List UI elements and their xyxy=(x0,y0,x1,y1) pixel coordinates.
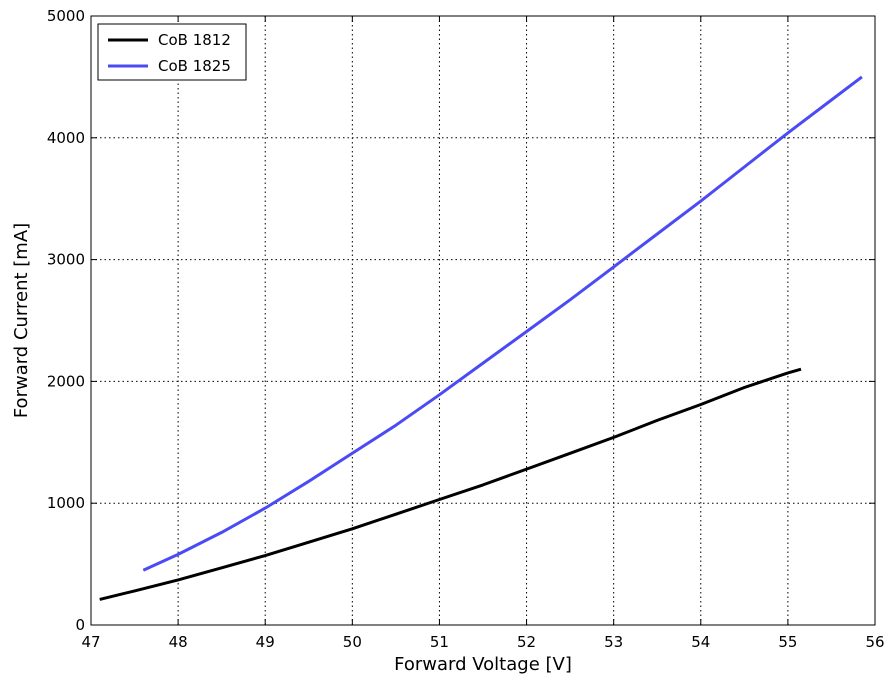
x-tick-label: 47 xyxy=(81,633,100,651)
legend-label-cob-1825: CoB 1825 xyxy=(158,57,231,75)
y-tick-label: 5000 xyxy=(47,7,85,25)
y-tick-label: 3000 xyxy=(47,251,85,269)
x-tick-label: 55 xyxy=(778,633,797,651)
legend-label-cob-1812: CoB 1812 xyxy=(158,31,231,49)
y-tick-labels: 0 1000 2000 3000 4000 5000 xyxy=(47,7,85,634)
x-axis-title: Forward Voltage [V] xyxy=(394,654,572,675)
x-tick-label: 50 xyxy=(343,633,362,651)
grid xyxy=(91,16,875,625)
y-tick-label: 1000 xyxy=(47,494,85,512)
y-axis-title: Forward Current [mA] xyxy=(11,223,32,418)
x-tick-label: 56 xyxy=(865,633,884,651)
axis-ticks xyxy=(90,15,876,626)
x-tick-label: 54 xyxy=(691,633,710,651)
legend-box xyxy=(97,23,247,81)
legend: CoB 1812 CoB 1825 xyxy=(97,23,247,81)
series-line-cob-1825 xyxy=(142,75,863,572)
x-tick-labels: 47 48 49 50 51 52 53 54 55 56 xyxy=(81,633,884,651)
x-tick-label: 51 xyxy=(430,633,449,651)
series-line-cob-1812 xyxy=(99,367,802,601)
y-tick-label: 4000 xyxy=(47,129,85,147)
plot-area-frame xyxy=(90,15,876,626)
x-tick-label: 49 xyxy=(256,633,275,651)
series-lines xyxy=(99,75,863,601)
x-tick-label: 48 xyxy=(169,633,188,651)
y-tick-label: 0 xyxy=(75,616,85,634)
y-tick-label: 2000 xyxy=(47,372,85,390)
x-tick-label: 52 xyxy=(517,633,536,651)
x-tick-label: 53 xyxy=(604,633,623,651)
